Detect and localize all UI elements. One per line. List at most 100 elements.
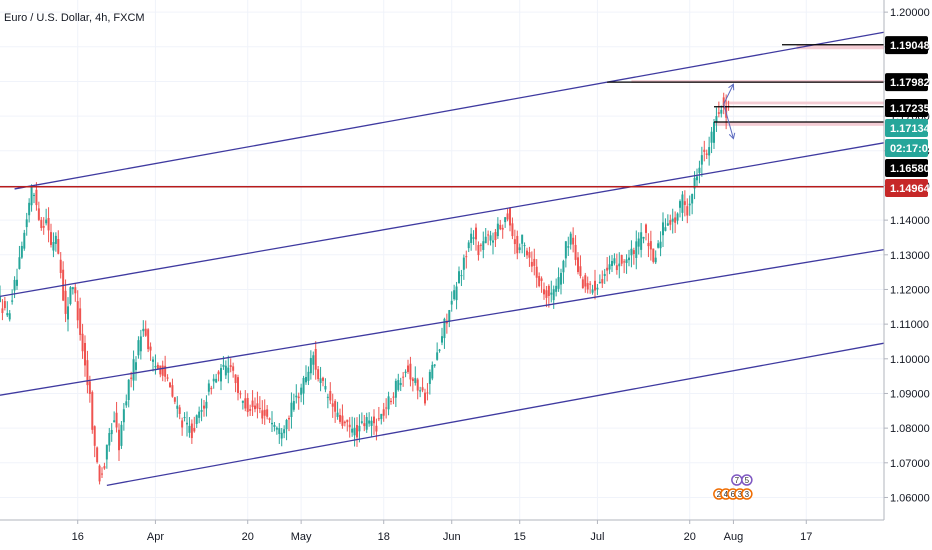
- candle-body: [122, 409, 125, 423]
- candle-body: [125, 401, 128, 406]
- price-label[interactable]: 02:17:02: [890, 143, 932, 155]
- price-label[interactable]: 1.17982: [890, 77, 930, 89]
- event-badge[interactable]: [741, 474, 753, 486]
- candle-body: [424, 392, 426, 404]
- channel-line: [106, 342, 885, 486]
- candle-body: [161, 365, 164, 376]
- candle-body: [246, 397, 249, 413]
- event-badge-label[interactable]: 6: [731, 490, 736, 499]
- price-label-box[interactable]: [885, 98, 928, 117]
- candle-body: [598, 281, 601, 284]
- price-axis[interactable]: 1.200001.190001.180001.170001.160001.150…: [883, 0, 932, 520]
- candle-body: [28, 202, 31, 216]
- candle-body: [113, 420, 116, 423]
- event-badge-label[interactable]: 7: [735, 476, 740, 485]
- candle-body: [613, 258, 616, 264]
- candle-body: [608, 264, 611, 270]
- event-badges[interactable]: 7 5 2 4 6 3 3: [713, 474, 753, 500]
- event-badge-label[interactable]: 2: [717, 490, 722, 499]
- candle-body: [530, 261, 533, 267]
- candle-body: [375, 425, 378, 432]
- event-badge-label[interactable]: 4: [724, 490, 729, 499]
- price-zone: [631, 80, 884, 83]
- candle-body: [632, 250, 635, 255]
- candle-body: [130, 377, 133, 379]
- candle-body: [579, 266, 582, 276]
- candle-body: [482, 241, 485, 250]
- candle-body: [171, 385, 174, 397]
- price-label[interactable]: 1.17134: [890, 123, 931, 135]
- candle-body: [115, 412, 118, 428]
- event-badge[interactable]: [741, 488, 753, 500]
- candle-body: [103, 466, 106, 469]
- time-axis[interactable]: 16 Apr 20 May 18 Jun 15 Jul 20 Aug 17: [0, 519, 884, 543]
- price-label[interactable]: 1.14964: [890, 183, 931, 195]
- event-badge-label[interactable]: 3: [738, 490, 743, 499]
- price-label[interactable]: 1.16580: [890, 163, 930, 175]
- candle-body: [552, 289, 555, 301]
- candle-body: [543, 289, 545, 295]
- candle-body: [455, 286, 458, 301]
- candle-body: [603, 273, 606, 276]
- candle-body: [258, 407, 261, 409]
- candle-body: [693, 177, 696, 189]
- candle-body: [193, 427, 196, 432]
- candle-body: [67, 306, 69, 320]
- candle-body: [37, 208, 40, 220]
- price-label-box[interactable]: [885, 138, 928, 157]
- candle-body: [499, 224, 502, 230]
- price-label[interactable]: 1.19048: [890, 40, 930, 52]
- candle-body: [564, 241, 567, 259]
- candle-body: [144, 328, 147, 336]
- candle-body: [45, 219, 48, 224]
- price-label-box[interactable]: [885, 73, 928, 92]
- candle-body: [127, 379, 130, 401]
- event-badge-label[interactable]: 3: [745, 490, 750, 499]
- arrow-head: [728, 83, 735, 91]
- candle-body: [212, 378, 215, 382]
- candle-body: [545, 290, 548, 298]
- candle-body: [717, 112, 720, 114]
- price-label[interactable]: 1.17235: [890, 103, 930, 115]
- candle-body: [574, 244, 577, 260]
- y-tick-label: 1.12000: [890, 284, 930, 296]
- x-tick-label: May: [291, 531, 312, 543]
- candle-body: [453, 290, 456, 300]
- candle-body: [20, 245, 23, 258]
- candle-body: [343, 421, 346, 424]
- candle-body: [336, 412, 339, 417]
- price-label-box[interactable]: [885, 158, 928, 177]
- price-label-box[interactable]: [885, 36, 928, 55]
- candle-body: [652, 248, 655, 262]
- candle-body: [183, 417, 186, 419]
- y-tick-label: 1.11000: [890, 319, 929, 331]
- event-badge-label[interactable]: 5: [745, 476, 750, 485]
- candle-body: [348, 424, 351, 428]
- candle-body: [273, 424, 276, 427]
- price-label-box[interactable]: [885, 118, 928, 137]
- grid: [0, 0, 884, 520]
- arrow-head: [728, 132, 736, 140]
- candle-body: [207, 383, 210, 392]
- candle-body: [494, 232, 497, 241]
- candle-body: [368, 420, 371, 424]
- candle-body: [567, 246, 570, 248]
- candle-body: [88, 381, 91, 394]
- candle-body: [562, 260, 565, 273]
- candle-body: [173, 397, 176, 402]
- candle-body: [535, 266, 538, 278]
- candle-body: [322, 377, 324, 381]
- candle-body: [654, 257, 657, 263]
- candle-body: [623, 261, 626, 263]
- candle-body: [16, 279, 18, 286]
- candle-body: [50, 232, 52, 245]
- candle-body: [101, 473, 103, 475]
- candle-body: [657, 243, 660, 248]
- candle-body: [6, 313, 9, 316]
- candle-body: [373, 416, 375, 424]
- candle-body: [681, 194, 684, 213]
- price-label-box[interactable]: [885, 178, 928, 197]
- candle-body: [720, 109, 723, 114]
- chart-title: Euro / U.S. Dollar, 4h, FXCM: [4, 12, 145, 24]
